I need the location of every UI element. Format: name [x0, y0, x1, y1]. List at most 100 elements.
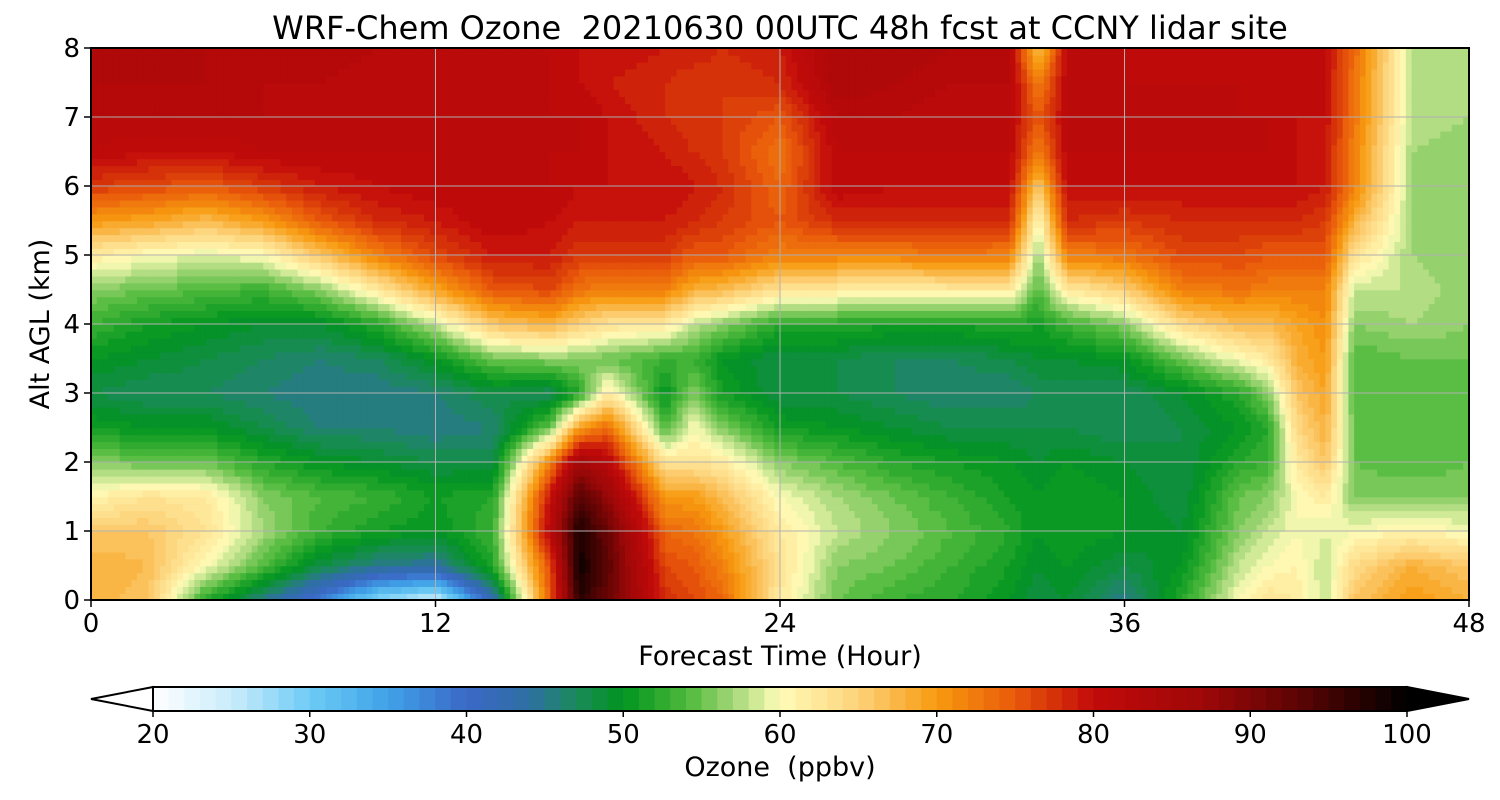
heatmap-cell — [200, 393, 207, 401]
heatmap-cell — [114, 214, 121, 222]
heatmap-cell — [390, 221, 397, 229]
heatmap-cell — [143, 62, 150, 70]
heatmap-cell — [378, 62, 385, 70]
heatmap-cell — [292, 572, 299, 580]
heatmap-cell — [390, 503, 397, 511]
heatmap-cell — [286, 559, 293, 567]
heatmap-cell — [424, 476, 431, 484]
heatmap-cell — [390, 186, 397, 194]
heatmap-cell — [177, 62, 184, 70]
heatmap-cell — [390, 545, 397, 553]
heatmap-cell — [189, 448, 196, 456]
heatmap-cell — [372, 165, 379, 173]
heatmap-cell — [413, 441, 420, 449]
heatmap-cell — [223, 531, 230, 539]
heatmap-cell — [137, 269, 144, 277]
heatmap-cell — [326, 221, 333, 229]
heatmap-cell — [183, 517, 190, 525]
heatmap-cell — [120, 96, 127, 104]
heatmap-cell — [125, 158, 132, 166]
heatmap-cell — [160, 117, 167, 125]
heatmap-cell — [177, 69, 184, 77]
heatmap-cell — [372, 310, 379, 318]
heatmap-cell — [441, 379, 448, 387]
heatmap-cell — [252, 434, 259, 442]
heatmap-cell — [298, 172, 305, 180]
heatmap-cell — [97, 296, 104, 304]
heatmap-cell — [194, 469, 201, 477]
heatmap-cell — [223, 552, 230, 560]
heatmap-cell — [303, 165, 310, 173]
heatmap-cell — [280, 96, 287, 104]
heatmap-cell — [235, 172, 242, 180]
heatmap-cell — [315, 414, 322, 422]
heatmap-cell — [97, 76, 104, 84]
heatmap-cell — [286, 331, 293, 339]
heatmap-cell — [355, 338, 362, 346]
heatmap-cell — [326, 255, 333, 263]
heatmap-cell — [344, 497, 351, 505]
heatmap-cell — [206, 83, 213, 91]
heatmap-cell — [355, 538, 362, 546]
heatmap-cell — [390, 172, 397, 180]
heatmap-cell — [263, 283, 270, 291]
heatmap-cell — [378, 296, 385, 304]
heatmap-cell — [361, 55, 368, 63]
heatmap-cell — [194, 552, 201, 560]
heatmap-cell — [183, 324, 190, 332]
heatmap-cell — [177, 158, 184, 166]
heatmap-cell — [436, 200, 443, 208]
heatmap-cell — [229, 186, 236, 194]
heatmap-cell — [160, 276, 167, 284]
heatmap-cell — [332, 172, 339, 180]
heatmap-cell — [326, 55, 333, 63]
heatmap-cell — [332, 89, 339, 97]
heatmap-cell — [114, 124, 121, 132]
heatmap-cell — [349, 324, 356, 332]
heatmap-cell — [338, 469, 345, 477]
heatmap-cell — [171, 517, 178, 525]
heatmap-cell — [148, 407, 155, 415]
heatmap-cell — [441, 503, 448, 511]
heatmap-cell — [413, 365, 420, 373]
heatmap-cell — [361, 83, 368, 91]
heatmap-cell — [390, 483, 397, 491]
heatmap-cell — [286, 352, 293, 360]
heatmap-cell — [275, 200, 282, 208]
heatmap-cell — [246, 365, 253, 373]
heatmap-cell — [413, 255, 420, 263]
heatmap-cell — [390, 365, 397, 373]
heatmap-cell — [280, 559, 287, 567]
heatmap-cell — [160, 193, 167, 201]
heatmap-cell — [166, 352, 173, 360]
heatmap-cell — [160, 172, 167, 180]
heatmap-cell — [384, 490, 391, 498]
heatmap-cell — [441, 545, 448, 553]
heatmap-cell — [447, 365, 454, 373]
heatmap-cell — [303, 152, 310, 160]
heatmap-cell — [413, 165, 420, 173]
heatmap-cell — [125, 503, 132, 511]
heatmap-cell — [418, 414, 425, 422]
heatmap-cell — [309, 262, 316, 270]
heatmap-cell — [97, 138, 104, 146]
heatmap-cell — [252, 48, 259, 56]
heatmap-cell — [154, 517, 161, 525]
heatmap-cell — [217, 365, 224, 373]
heatmap-cell — [269, 296, 276, 304]
heatmap-cell — [338, 76, 345, 84]
heatmap-cell — [401, 579, 408, 587]
heatmap-cell — [361, 131, 368, 139]
heatmap-cell — [269, 428, 276, 436]
heatmap-cell — [269, 448, 276, 456]
heatmap-cell — [108, 76, 115, 84]
heatmap-cell — [286, 200, 293, 208]
heatmap-cell — [263, 414, 270, 422]
heatmap-cell — [223, 76, 230, 84]
heatmap-cell — [120, 310, 127, 318]
heatmap-cell — [418, 310, 425, 318]
heatmap-cell — [275, 393, 282, 401]
heatmap-cell — [275, 193, 282, 201]
heatmap-cell — [120, 296, 127, 304]
heatmap-cell — [125, 221, 132, 229]
